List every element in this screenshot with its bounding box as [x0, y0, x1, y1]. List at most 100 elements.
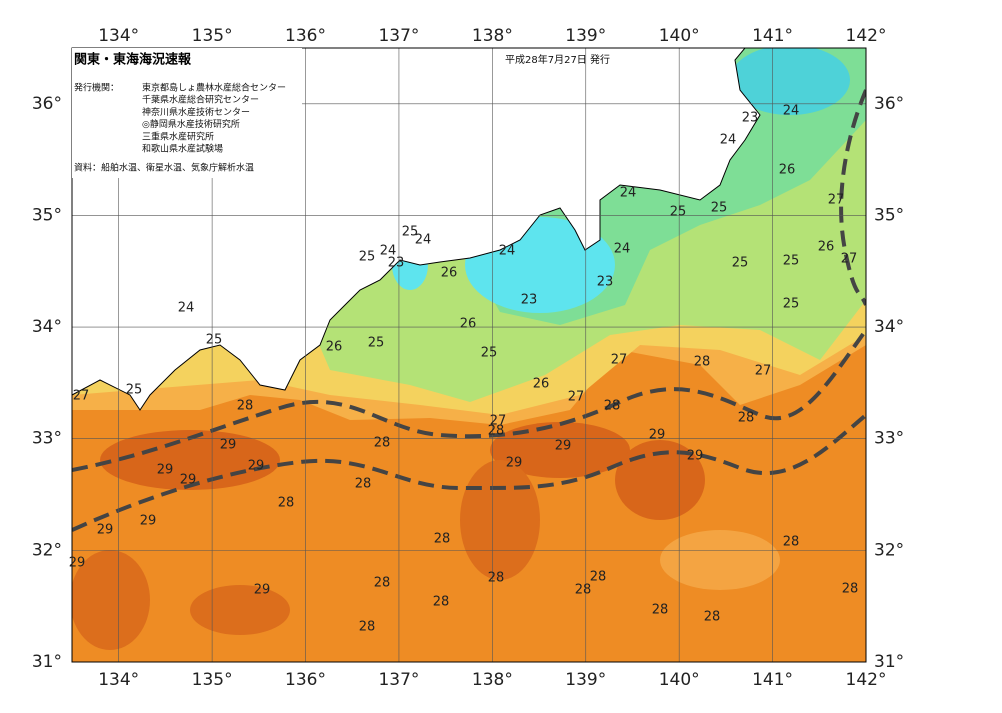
lon-label-bottom: 139° [565, 670, 606, 690]
title: 関東・東海海況速報 [74, 52, 192, 68]
contour-label: 24 [720, 133, 737, 148]
issue-date: 平成28年7月27日 発行 [505, 53, 610, 66]
lat-label-right: 32° [874, 540, 904, 560]
contour-label: 23 [521, 293, 538, 308]
lon-label-top: 139° [565, 26, 606, 46]
contour-label: 29 [180, 473, 197, 488]
legend-box [72, 48, 302, 178]
source: 資料：船舶水温、衛星水温、気象庁解析水温 [74, 162, 254, 174]
lat-label-right: 33° [874, 429, 904, 449]
contour-label: 28 [374, 576, 391, 591]
lat-label-right: 36° [874, 94, 904, 114]
contour-label: 29 [97, 523, 114, 538]
issuer: ◎静岡県水産技術研究所 [142, 118, 240, 130]
contour-label: 28 [359, 620, 376, 635]
contour-label: 25 [711, 201, 728, 216]
contour-label: 27 [841, 252, 858, 267]
contour-label: 28 [704, 610, 721, 625]
contour-label: 24 [380, 244, 397, 259]
contour-label: 23 [597, 275, 614, 290]
contour-label: 28 [783, 535, 800, 550]
contour-label: 27 [568, 390, 585, 405]
lon-label-bottom: 138° [472, 670, 513, 690]
contour-label: 24 [783, 104, 800, 119]
warm-core [190, 585, 290, 635]
contour-label: 28 [433, 595, 450, 610]
contour-label: 25 [481, 346, 498, 361]
contour-label: 25 [783, 254, 800, 269]
warm-core [615, 440, 705, 520]
contour-label: 28 [575, 583, 592, 598]
issuer: 千葉県水産総合研究センター [142, 94, 259, 106]
contour-label: 23 [742, 111, 759, 126]
contour-label: 26 [533, 377, 550, 392]
contour-label: 29 [157, 463, 174, 478]
lat-label-left: 35° [32, 205, 62, 225]
lat-label-left: 31° [32, 652, 62, 672]
contour-label: 28 [738, 411, 755, 426]
contour-label: 23 [388, 256, 405, 271]
lon-label-top: 136° [285, 26, 326, 46]
lon-label-top: 137° [378, 26, 419, 46]
lon-label-top: 141° [752, 26, 793, 46]
contour-label: 26 [818, 240, 835, 255]
contour-label: 28 [842, 582, 859, 597]
contour-label: 28 [237, 399, 254, 414]
contour-label: 27 [490, 414, 507, 429]
contour-label: 27 [755, 364, 772, 379]
contour-label: 28 [355, 477, 372, 492]
contour-label: 29 [69, 556, 86, 571]
lat-label-left: 34° [32, 317, 62, 337]
contour-label: 28 [488, 424, 505, 439]
contour-label: 25 [732, 256, 749, 271]
issuer: 和歌山県水産試験場 [142, 143, 223, 155]
contour-label: 29 [220, 438, 237, 453]
lon-label-top: 138° [472, 26, 513, 46]
issuer: 東京都島しょ農林水産総合センター [142, 82, 286, 94]
lon-label-bottom: 134° [98, 670, 139, 690]
cool-patch [660, 530, 780, 590]
kuroshio-edge [72, 328, 866, 472]
contour-label: 29 [687, 449, 704, 464]
contour-label: 29 [254, 583, 271, 598]
contour-label: 25 [206, 333, 223, 348]
contour-label: 29 [248, 459, 265, 474]
lon-label-bottom: 142° [846, 670, 887, 690]
contour-label: 29 [555, 439, 572, 454]
contour-label: 24 [620, 186, 637, 201]
contour-label: 28 [652, 603, 669, 618]
contour-label: 28 [694, 355, 711, 370]
contour-label: 29 [506, 456, 523, 471]
contour-label: 28 [488, 571, 505, 586]
contour-label: 24 [415, 233, 432, 248]
kuroshio-branch [839, 89, 866, 306]
contour-label: 26 [441, 266, 458, 281]
contour-label: 28 [590, 570, 607, 585]
issuer: 神奈川県水産技術センター [142, 106, 250, 118]
contour-label: 24 [499, 244, 516, 259]
cold-core [730, 48, 850, 115]
warm-core [490, 422, 630, 478]
contour-label: 28 [374, 436, 391, 451]
warm-core [72, 550, 150, 650]
lat-label-right: 34° [874, 317, 904, 337]
lat-label-left: 36° [32, 94, 62, 114]
contour-label: 28 [278, 496, 295, 511]
contour-label: 27 [611, 353, 628, 368]
contour-label: 27 [73, 389, 90, 404]
contour-label: 28 [434, 532, 451, 547]
lat-label-left: 33° [32, 429, 62, 449]
contour-label: 26 [460, 317, 477, 332]
contour-label: 24 [178, 301, 195, 316]
lat-label-right: 35° [874, 205, 904, 225]
kuroshio-axis [72, 413, 866, 532]
contour-label: 29 [140, 514, 157, 529]
contour-label: 27 [828, 193, 845, 208]
lon-label-bottom: 141° [752, 670, 793, 690]
contour-label: 25 [783, 297, 800, 312]
lon-label-bottom: 136° [285, 670, 326, 690]
contour-label: 25 [670, 205, 687, 220]
issuer-list: 東京都島しょ農林水産総合センター千葉県水産総合研究センター神奈川県水産技術センタ… [142, 82, 286, 155]
contour-label: 25 [402, 225, 419, 240]
